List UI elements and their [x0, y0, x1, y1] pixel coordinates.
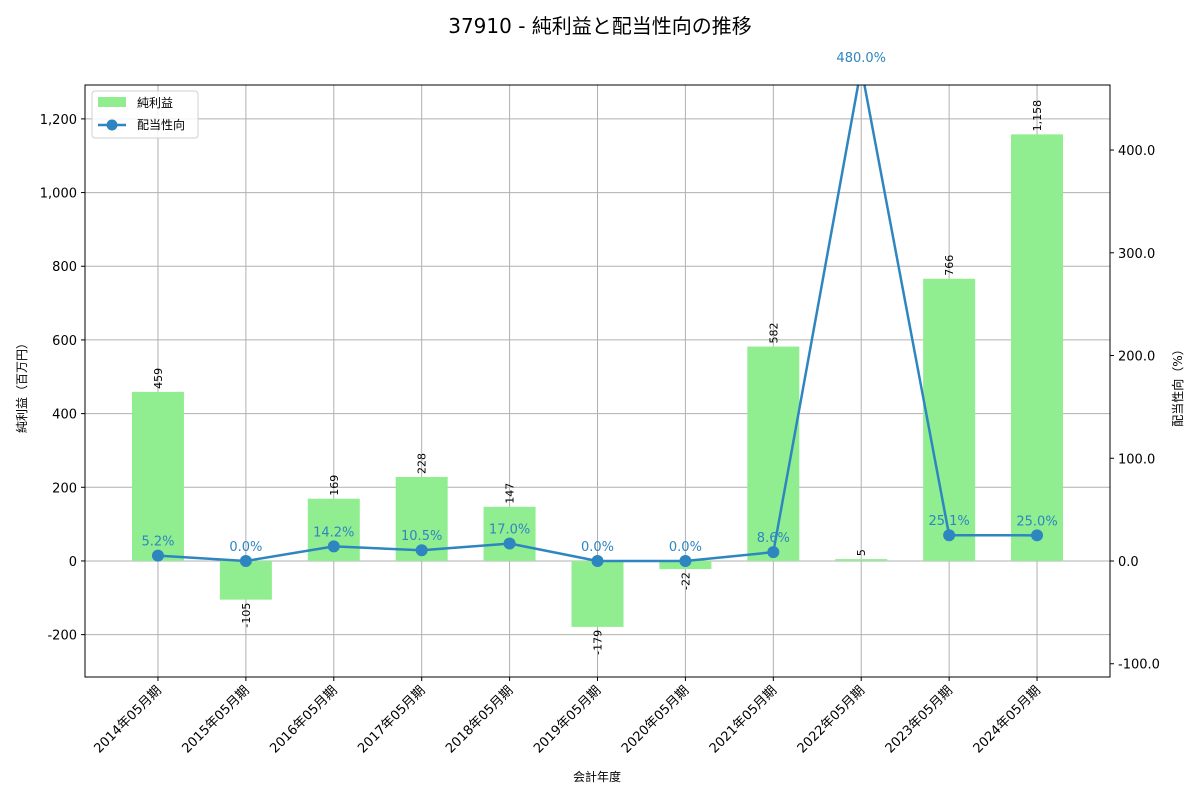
- bar: [923, 278, 976, 561]
- payout-value-label: 5.2%: [141, 535, 174, 550]
- left-tick-label: 200: [52, 481, 77, 496]
- bar: [1011, 134, 1064, 561]
- right-tick-label: 300.0: [1118, 247, 1155, 262]
- payout-value-label: 0.0%: [581, 540, 614, 555]
- net-income-bars: [131, 134, 1064, 627]
- x-tick-label: 2022年05月期: [795, 683, 868, 756]
- left-tick-label: 0: [69, 555, 77, 570]
- payout-marker: [767, 546, 780, 559]
- right-tick-label: 200.0: [1118, 350, 1155, 365]
- payout-value-label: 8.6%: [757, 531, 790, 546]
- payout-ratio-line: [151, 85, 1044, 568]
- right-tick-label: 400.0: [1118, 144, 1155, 159]
- bar-value-label: 147: [504, 483, 517, 504]
- payout-marker: [415, 544, 428, 557]
- payout-value-label: 17.0%: [489, 523, 530, 538]
- bar-value-label: 169: [328, 475, 341, 496]
- legend-label-net-income: 純利益: [137, 96, 173, 110]
- left-y-axis: -200 0 200 400 600 800 1,000 1,200: [40, 113, 85, 644]
- bar-value-label: -179: [592, 630, 605, 655]
- payout-ratio-labels: 5.2% 0.0% 14.2% 10.5% 17.0% 0.0% 0.0% 8.6% 480.0…: [141, 51, 1057, 555]
- bar-value-label: 1,158: [1031, 100, 1044, 132]
- bar-value-label: -22: [679, 572, 692, 590]
- left-tick-label: -200: [47, 629, 77, 644]
- right-y-axis-label: 配当性向（%）: [1170, 343, 1185, 426]
- net-income-bar-labels: 459 -105 169 228 147 -179 -22 582 5 766 1,158: [152, 100, 1044, 655]
- bar-value-label: 459: [152, 368, 165, 389]
- legend-marker-icon: [106, 119, 118, 131]
- bar-value-label: -105: [240, 603, 253, 628]
- bar: [483, 506, 536, 561]
- payout-marker: [239, 555, 252, 568]
- bar: [835, 559, 888, 561]
- bar-value-label: 5: [855, 549, 868, 556]
- x-tick-label: 2019年05月期: [531, 683, 604, 756]
- right-tick-label: 0.0: [1118, 555, 1139, 570]
- legend-bar-swatch-icon: [98, 97, 126, 107]
- x-tick-label: 2014年05月期: [92, 683, 165, 756]
- x-axis-label: 会計年度: [573, 769, 621, 784]
- payout-marker: [943, 529, 956, 542]
- bar: [131, 391, 184, 561]
- payout-value-label: 25.1%: [928, 514, 969, 529]
- x-tick-label: 2018年05月期: [443, 683, 516, 756]
- payout-marker: [591, 555, 604, 568]
- x-tick-label: 2020年05月期: [619, 683, 692, 756]
- bar-value-label: 766: [943, 255, 956, 276]
- payout-value-label: 10.5%: [401, 529, 442, 544]
- legend-label-payout-ratio: 配当性向: [137, 117, 185, 132]
- right-tick-label: 100.0: [1118, 452, 1155, 467]
- chart-title: 37910 - 純利益と配当性向の推移: [448, 14, 752, 38]
- x-tick-label: 2021年05月期: [707, 683, 780, 756]
- payout-value-label: 25.0%: [1016, 514, 1057, 529]
- right-tick-label: -100.0: [1118, 658, 1160, 673]
- right-y-axis: -100.0 0.0 100.0 200.0 300.0 400.0: [1110, 144, 1160, 673]
- x-tick-label: 2015年05月期: [179, 683, 252, 756]
- x-tick-label: 2017年05月期: [355, 683, 428, 756]
- payout-marker: [327, 540, 340, 553]
- left-tick-label: 800: [52, 260, 77, 275]
- left-tick-label: 400: [52, 408, 77, 423]
- payout-value-label: 480.0%: [836, 51, 886, 66]
- payout-marker: [1031, 529, 1044, 542]
- bar-value-label: 228: [416, 453, 429, 474]
- payout-value-label: 0.0%: [229, 540, 262, 555]
- x-axis: 2014年05月期 2015年05月期 2016年05月期 2017年05月期 2018…: [92, 677, 1044, 757]
- payout-marker: [503, 537, 516, 550]
- payout-value-label: 0.0%: [669, 540, 702, 555]
- bar: [219, 560, 272, 600]
- x-tick-label: 2024年05月期: [971, 683, 1044, 756]
- x-tick-label: 2023年05月期: [883, 683, 956, 756]
- left-tick-label: 1,200: [40, 113, 77, 128]
- left-tick-label: 1,000: [40, 187, 77, 202]
- left-tick-label: 600: [52, 334, 77, 349]
- bar-value-label: 582: [767, 323, 780, 344]
- x-tick-label: 2016年05月期: [267, 683, 340, 756]
- legend: 純利益 配当性向: [91, 90, 199, 139]
- left-y-axis-label: 純利益（百万円）: [15, 337, 29, 433]
- payout-marker: [679, 555, 692, 568]
- bar: [571, 560, 624, 627]
- payout-marker: [151, 549, 164, 562]
- payout-value-label: 14.2%: [313, 525, 354, 540]
